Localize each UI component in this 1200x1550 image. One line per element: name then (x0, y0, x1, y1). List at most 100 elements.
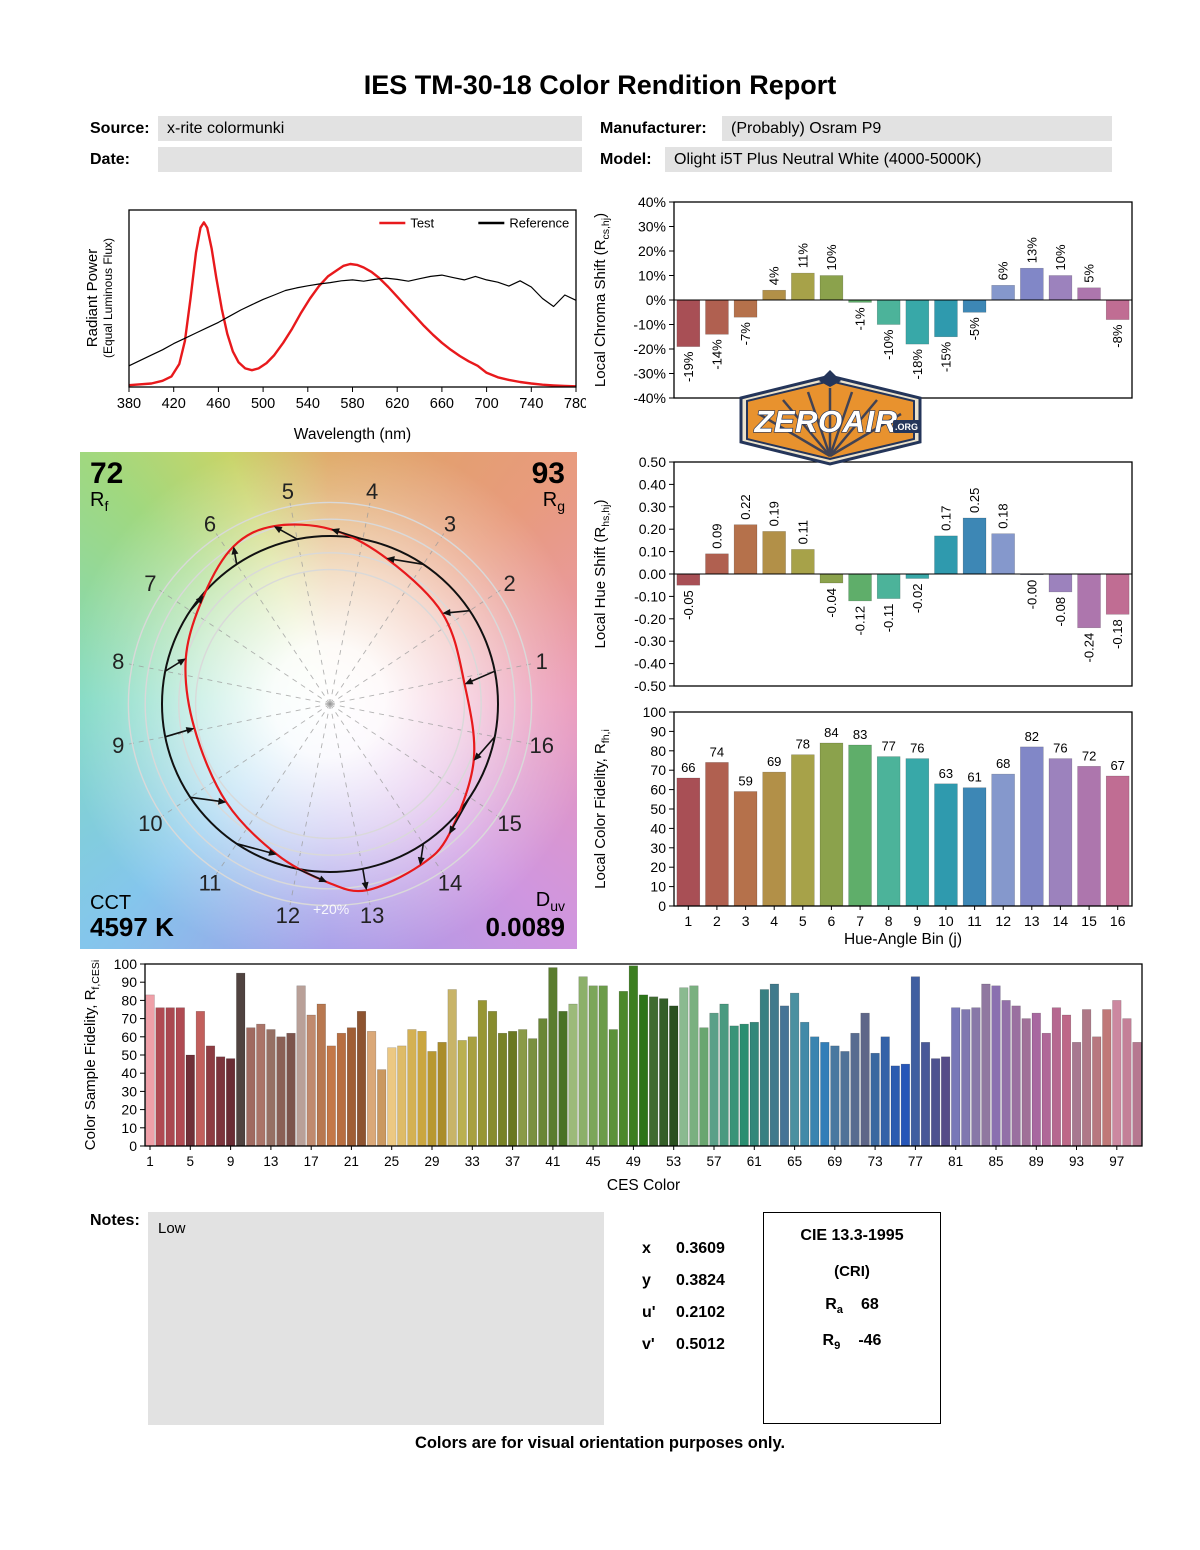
svg-text:57: 57 (706, 1154, 721, 1169)
svg-text:0.30: 0.30 (639, 499, 666, 515)
hue-shift-chart: 0.50 0.40 0.30 0.20 0.10 0.00 -0.10 -0.20 -0.30-… (618, 452, 1138, 699)
svg-text:-0.40: -0.40 (634, 656, 666, 672)
svg-text:14: 14 (438, 871, 462, 896)
svg-text:-0.18: -0.18 (1110, 619, 1125, 649)
svg-text:-7%: -7% (738, 322, 753, 346)
svg-text:3: 3 (444, 511, 456, 536)
svg-text:83: 83 (853, 727, 867, 742)
ces-fidelity-chart: 100 90 80 70 60 50 40 30 20 10 0 1 5 9 13 17 21 25 29 33 37 4… (103, 954, 1148, 1201)
svg-text:66: 66 (681, 760, 695, 775)
svg-text:4%: 4% (767, 266, 782, 285)
svg-text:76: 76 (1053, 741, 1067, 756)
svg-text:1: 1 (146, 1154, 154, 1169)
source-label: Source: (90, 120, 150, 137)
svg-text:53: 53 (666, 1154, 681, 1169)
cri-ra-row: Ra 68 (825, 1296, 879, 1317)
svg-text:10%: 10% (824, 244, 839, 270)
date-label: Date: (90, 151, 131, 168)
svg-text:0%: 0% (646, 292, 666, 308)
svg-text:16: 16 (530, 733, 554, 758)
svg-text:80: 80 (650, 743, 666, 759)
svg-text:10%: 10% (638, 268, 666, 284)
svg-text:72: 72 (1082, 748, 1096, 763)
svg-text:5: 5 (282, 479, 294, 504)
svg-text:Wavelength (nm): Wavelength (nm) (294, 426, 411, 443)
svg-text:9: 9 (913, 913, 921, 929)
svg-text:100: 100 (643, 704, 667, 720)
svg-text:74: 74 (710, 744, 724, 759)
svg-text:10: 10 (121, 1120, 137, 1136)
svg-text:4: 4 (770, 913, 778, 929)
svg-text:0.09: 0.09 (709, 523, 724, 548)
svg-text:0.10: 0.10 (639, 544, 666, 560)
notes-label: Notes: (90, 1212, 140, 1229)
spd-ylabel: Radiant Power (Equal Luminous Flux) (84, 237, 115, 359)
chromaticity-row-v: v' 0.5012 (642, 1336, 725, 1353)
svg-text:5: 5 (187, 1154, 195, 1169)
svg-text:780: 780 (564, 396, 586, 412)
svg-text:5: 5 (799, 913, 807, 929)
svg-text:-0.08: -0.08 (1053, 597, 1068, 627)
svg-text:620: 620 (385, 396, 409, 412)
model-label: Model: (600, 151, 652, 168)
source-field: x-rite colormunki (158, 116, 582, 141)
svg-text:460: 460 (206, 396, 230, 412)
rg-label: Rg (542, 488, 565, 514)
manufacturer-label: Manufacturer: (600, 120, 707, 137)
svg-text:Test: Test (410, 216, 434, 231)
spd-chart: 380 420 460 500 540 580 620 660 700 740 780 Wavelen… (116, 200, 588, 450)
svg-text:0.20: 0.20 (639, 521, 666, 537)
logo-text: ZEROAIR (754, 404, 898, 439)
svg-text:740: 740 (519, 396, 543, 412)
svg-text:15: 15 (1081, 913, 1097, 929)
svg-text:0: 0 (658, 898, 666, 914)
svg-text:30: 30 (650, 840, 666, 856)
svg-text:10%: 10% (1053, 244, 1068, 270)
svg-text:85: 85 (988, 1154, 1003, 1169)
color-vector-graphic: 1 2 3 4 5 6 7 8 9 10 11 12 13 14 15 16 +20% 72 Rf 93 Rg … (80, 452, 577, 949)
svg-text:0.19: 0.19 (767, 501, 782, 526)
svg-text:70: 70 (121, 1011, 137, 1027)
svg-text:9: 9 (112, 733, 124, 758)
svg-text:29: 29 (424, 1154, 439, 1169)
svg-text:-14%: -14% (709, 339, 724, 370)
zeroair-logo-svg: ZEROAIR .ORG (739, 370, 922, 466)
svg-text:82: 82 (1025, 729, 1039, 744)
svg-text:30%: 30% (638, 219, 666, 235)
svg-text:660: 660 (430, 396, 454, 412)
svg-text:0.17: 0.17 (938, 506, 953, 531)
cri-subtitle: (CRI) (834, 1263, 870, 1280)
svg-text:-0.12: -0.12 (853, 606, 868, 636)
svg-text:16: 16 (1110, 913, 1126, 929)
svg-text:7: 7 (144, 571, 156, 596)
svg-text:77: 77 (881, 739, 895, 754)
svg-text:10: 10 (650, 879, 666, 895)
zeroair-logo: ZEROAIR .ORG (733, 370, 928, 470)
footer-disclaimer: Colors are for visual orientation purpos… (414, 1434, 786, 1452)
spd-svg: 380 420 460 500 540 580 620 660 700 740 780 Wavelen… (117, 209, 588, 443)
svg-text:500: 500 (251, 396, 275, 412)
svg-text:89: 89 (1029, 1154, 1044, 1169)
svg-text:-5%: -5% (967, 317, 982, 341)
svg-text:97: 97 (1109, 1154, 1124, 1169)
svg-text:2: 2 (713, 913, 721, 929)
svg-text:25: 25 (384, 1154, 399, 1169)
logo-org-badge (893, 420, 920, 433)
svg-text:6%: 6% (996, 261, 1011, 280)
svg-text:-0.24: -0.24 (1082, 633, 1097, 663)
svg-text:90: 90 (121, 974, 137, 990)
svg-text:-19%: -19% (681, 351, 696, 382)
svg-text:5%: 5% (1082, 264, 1097, 283)
svg-text:-0.00: -0.00 (1024, 580, 1039, 610)
svg-text:0.25: 0.25 (967, 488, 982, 513)
cct-block: CCT 4597 K (90, 892, 174, 941)
svg-text:81: 81 (948, 1154, 963, 1169)
hue_shift-svg: 0.500.400.300.200.100.00-0.10-0.20-0.30-… (634, 454, 1133, 694)
svg-text:-8%: -8% (1110, 324, 1125, 348)
svg-text:-0.11: -0.11 (881, 604, 896, 633)
svg-text:-20%: -20% (633, 341, 666, 357)
svg-text:84: 84 (824, 725, 838, 740)
rf-value: 72 (90, 457, 124, 490)
cri-r9-row: R9 -46 (822, 1332, 882, 1353)
